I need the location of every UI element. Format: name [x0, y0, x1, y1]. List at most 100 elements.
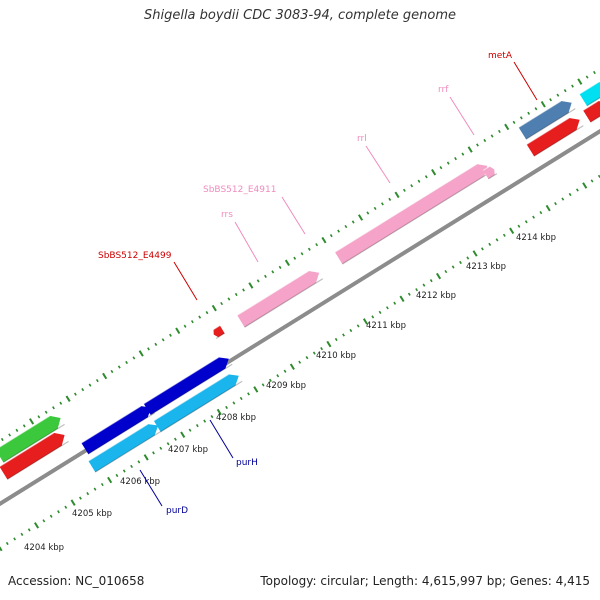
outer-tick	[81, 388, 85, 392]
feature-cyan-right-body	[579, 82, 600, 106]
inner-tick	[203, 419, 207, 423]
inner-tick	[86, 492, 90, 496]
outer-tick	[351, 220, 355, 224]
inner-tick	[130, 464, 133, 469]
outer-tick	[95, 378, 99, 383]
outer-tick	[220, 301, 224, 306]
feature-blue-1-highlight	[81, 405, 142, 444]
feature-cyan-1-shadow	[94, 430, 162, 473]
inner-tick	[342, 333, 345, 337]
feature-red-edge-body	[583, 100, 600, 123]
feature-cyan-2	[153, 373, 243, 433]
inner-tick	[13, 537, 17, 541]
outer-tick	[65, 395, 71, 402]
gene-leader-line	[281, 196, 306, 235]
feature-rrl-highlight	[334, 163, 478, 253]
outer-tick	[52, 406, 55, 410]
feature-red-edge	[582, 100, 600, 123]
feature-meta-body	[518, 100, 572, 140]
outer-tick	[147, 347, 150, 351]
inner-tick	[49, 514, 53, 518]
inner-tick	[488, 242, 492, 246]
gene-leader-line	[209, 419, 234, 459]
inner-tick	[239, 396, 243, 401]
inner-tick	[576, 188, 579, 192]
inner-tick	[298, 360, 302, 364]
inner-tick	[27, 528, 31, 532]
outer-tick	[549, 98, 552, 102]
gene-leader-line	[139, 469, 163, 507]
feature-green-highlight	[0, 415, 51, 451]
outer-tick	[329, 234, 333, 238]
outer-tick	[293, 256, 297, 260]
inner-tick	[466, 256, 470, 260]
feature-blue-2	[143, 356, 233, 416]
feature-red-right	[526, 117, 584, 157]
inner-tick	[289, 363, 295, 370]
outer-tick	[381, 202, 384, 206]
inner-tick	[283, 369, 287, 373]
feature-rrf-body	[483, 166, 495, 179]
inner-tick	[276, 374, 280, 378]
outer-tick	[44, 410, 48, 414]
outer-tick	[321, 236, 327, 244]
outer-tick	[284, 259, 290, 267]
inner-tick	[436, 272, 442, 280]
inner-tick	[509, 227, 515, 235]
inner-tick	[393, 301, 397, 305]
outer-tick	[512, 120, 516, 124]
feature-blue-1-body	[81, 406, 152, 455]
inner-tick	[0, 546, 3, 552]
feature-cyan-1-body	[88, 424, 159, 473]
outer-tick	[88, 383, 92, 387]
scale-label: 4207 kbp	[168, 445, 208, 455]
outer-tick	[483, 138, 487, 143]
feature-green-body	[0, 415, 61, 463]
inner-tick	[57, 510, 60, 514]
inner-tick	[459, 260, 462, 265]
feature-meta	[518, 100, 576, 140]
outer-tick	[154, 342, 158, 346]
outer-tick	[504, 123, 510, 131]
feature-track	[0, 81, 600, 480]
outer-tick	[300, 252, 304, 256]
inner-tick	[415, 288, 419, 292]
gene-label: purH	[236, 458, 258, 468]
feature-rrs-shadow	[244, 278, 324, 328]
outer-tick	[424, 175, 428, 179]
feature-red-edge-shadow	[590, 109, 600, 123]
feature-rrs-highlight	[236, 270, 309, 316]
inner-tick	[561, 197, 565, 201]
outer-tick	[73, 392, 77, 396]
outer-tick	[417, 179, 421, 183]
feature-rrs-body	[237, 271, 320, 328]
scale-label: 4205 kbp	[72, 509, 112, 519]
feature-red-edge-highlight	[582, 100, 599, 111]
feature-trna-highlight	[211, 325, 221, 332]
inner-tick	[166, 442, 170, 446]
inner-tick	[232, 401, 236, 405]
inner-tick	[247, 392, 250, 396]
inner-tick	[195, 424, 199, 428]
feature-red-left-highlight	[0, 432, 55, 468]
feature-cyan-2-highlight	[153, 373, 229, 422]
outer-tick	[337, 229, 340, 233]
scale-label: 4204 kbp	[24, 543, 64, 553]
feature-rrf-shadow	[488, 173, 498, 180]
outer-tick	[8, 433, 12, 437]
scale-label: 4210 kbp	[316, 351, 356, 361]
outer-tick	[402, 188, 406, 192]
inner-tick	[143, 454, 149, 461]
inner-tick	[174, 437, 177, 441]
inner-tick	[42, 519, 46, 523]
gene-leader-line	[513, 61, 538, 101]
feature-rrl-body	[334, 164, 488, 265]
feature-red-left-body	[0, 432, 65, 480]
outer-tick	[227, 297, 231, 301]
outer-tick	[366, 211, 370, 215]
inner-tick	[159, 446, 163, 450]
outer-tick	[264, 274, 267, 279]
outer-tick	[556, 93, 560, 97]
inner-tick	[480, 247, 484, 251]
